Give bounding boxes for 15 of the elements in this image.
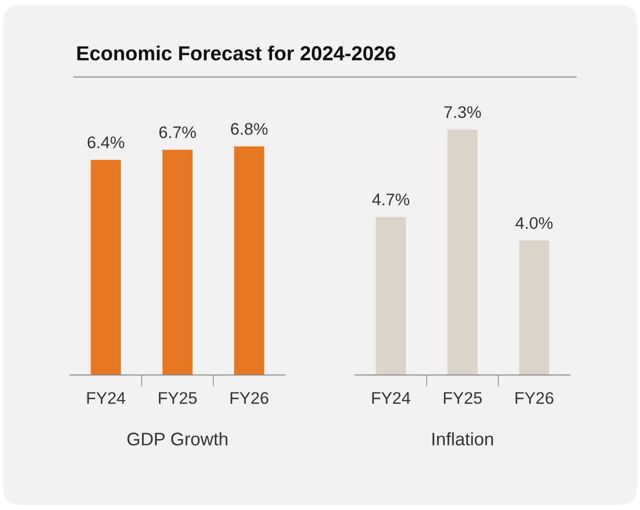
data-label: 4.7% (372, 194, 410, 206)
data-label: 6.8% (231, 123, 268, 135)
data-label: 4.0% (516, 217, 553, 229)
x-tick-label: FY24 (372, 392, 410, 404)
x-tick-label: FY26 (230, 392, 268, 404)
chart-title: Economic Forecast for 2024-2026 (77, 46, 396, 60)
x-tick-label: FY25 (444, 392, 482, 404)
x-tick-label: FY26 (516, 392, 554, 404)
data-label: 6.4% (88, 136, 124, 148)
data-label: 6.7% (159, 126, 196, 138)
data-label: 7.3% (444, 106, 481, 118)
x-tick-label: FY25 (158, 392, 197, 404)
x-tick-label: FY24 (87, 392, 126, 404)
x-axis-title: Inflation (432, 432, 493, 446)
x-axis-title: GDP Growth (127, 432, 228, 446)
